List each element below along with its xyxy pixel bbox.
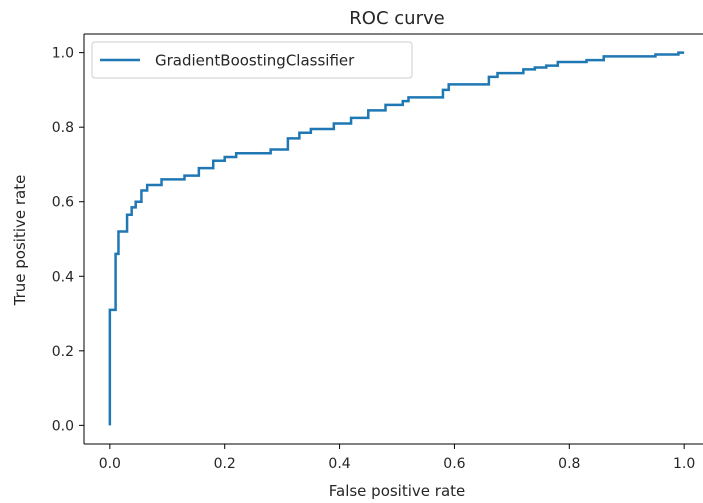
chart-title: ROC curve <box>349 8 444 29</box>
y-tick-label: 1.0 <box>52 46 74 62</box>
x-tick-label: 0.8 <box>558 456 580 472</box>
series-layer <box>108 51 685 426</box>
y-axis-label: True positive rate <box>11 175 29 307</box>
x-tick-label: 0.2 <box>214 456 236 472</box>
x-axis-label: False positive rate <box>329 482 466 500</box>
y-tick-label: 0.6 <box>52 195 74 211</box>
x-tick-label: 0.4 <box>328 456 350 472</box>
y-tick-label: 0.4 <box>52 269 74 285</box>
x-axis-ticks: 0.0 0.2 0.4 0.6 0.8 1.0 <box>99 444 695 472</box>
legend: GradientBoostingClassifier <box>91 41 413 79</box>
legend-entry-label: GradientBoostingClassifier <box>155 52 355 70</box>
y-axis-ticks: 0.0 0.2 0.4 0.6 0.8 1.0 <box>52 46 84 434</box>
x-tick-label: 1.0 <box>673 456 695 472</box>
roc-series-line <box>108 51 685 426</box>
legend-box <box>91 41 413 79</box>
x-tick-label: 0.0 <box>99 456 121 472</box>
plot-area <box>84 34 703 444</box>
x-tick-label: 0.6 <box>443 456 465 472</box>
y-tick-label: 0.8 <box>52 120 74 136</box>
y-tick-label: 0.2 <box>52 344 74 360</box>
y-tick-label: 0.0 <box>52 418 74 434</box>
